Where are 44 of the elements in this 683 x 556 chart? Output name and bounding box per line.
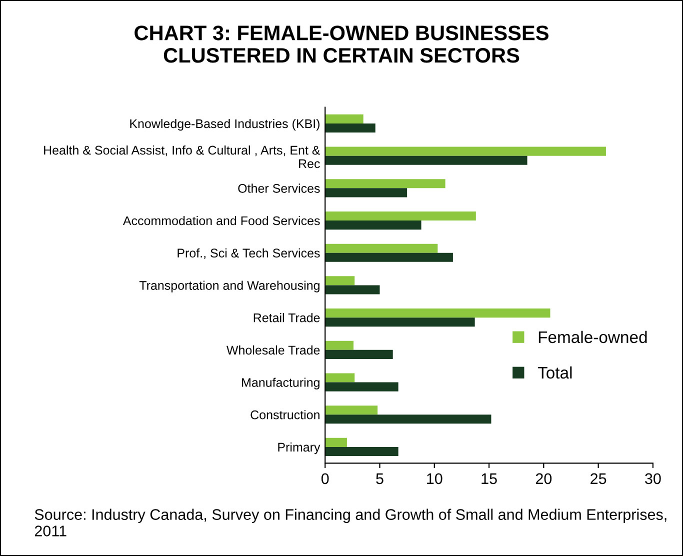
chart-title: CHART 3: FEMALE-OWNED BUSINESSES CLUSTERED IN CERTAIN SECTORS [134, 26, 548, 63]
source-note: Source: Industry Canada, Survey on Financing and Growth of Small and Medium Enterprises, 2011 [34, 508, 666, 536]
y-tick-label: Retail Trade [254, 313, 320, 322]
bar [325, 252, 453, 262]
bar [325, 188, 408, 198]
legend-label: Female-owned [538, 330, 647, 344]
y-tick-label: Prof., Sci & Tech Services [178, 248, 320, 260]
y-tick-label: Manufacturing [242, 378, 320, 390]
y-tick-label: Wholesale Trade [226, 345, 320, 355]
y-tick-label: Health & Social Assist, Info & Cultural , Arts, Ent & Rec [44, 145, 320, 168]
bar [325, 220, 422, 230]
bar [325, 146, 606, 156]
y-tick-label: Other Services [238, 184, 320, 193]
bar [325, 340, 354, 350]
bar [325, 382, 398, 392]
x-tick-label: 30 [645, 473, 661, 484]
x-tick-label: 20 [536, 473, 552, 484]
x-tick-label: 0 [321, 473, 329, 484]
bar [325, 123, 376, 133]
x-tick-label: 15 [482, 473, 497, 484]
bar [325, 350, 393, 359]
y-tick-label: Construction [250, 410, 320, 420]
bar [325, 438, 347, 447]
bar [325, 156, 528, 165]
bar [325, 285, 380, 294]
bar [325, 373, 355, 382]
bar [325, 406, 378, 415]
x-tick-label: 5 [376, 473, 384, 484]
bar [325, 179, 446, 188]
bar [325, 414, 492, 424]
y-tick-label: Accommodation and Food Services [122, 216, 320, 226]
bar [325, 318, 475, 327]
x-tick-label: 25 [590, 473, 606, 484]
y-tick-label: Knowledge-Based Industries (KBI) [130, 118, 320, 131]
y-tick-label: Primary [278, 442, 320, 454]
bar [325, 276, 355, 286]
y-tick-label: Transportation and Warehousing [139, 280, 320, 292]
bar [325, 211, 476, 221]
legend-label: Total [538, 366, 572, 379]
bar [325, 446, 398, 456]
bar [325, 244, 438, 253]
x-tick-label: 10 [427, 473, 442, 484]
bar [325, 308, 550, 318]
bar [325, 114, 364, 124]
